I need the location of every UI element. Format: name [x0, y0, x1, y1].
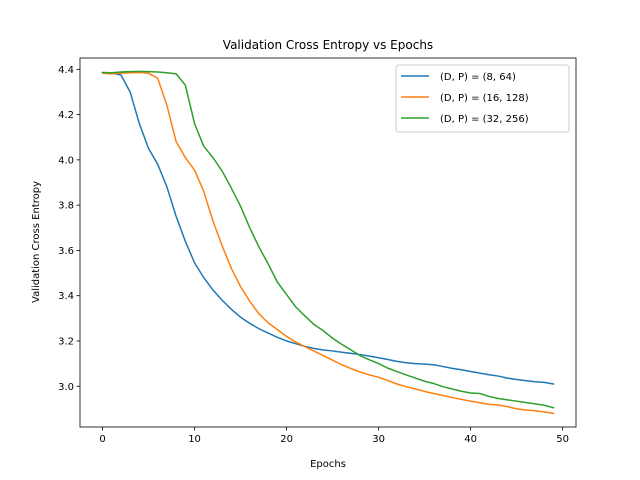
- legend-label-2: (D, P) = (16, 128): [440, 93, 529, 104]
- y-axis-label: Validation Cross Entropy: [31, 181, 42, 303]
- x-axis-ticks: 0 10 20 30 40 50: [99, 427, 569, 445]
- y-tick-label: 4.2: [58, 110, 74, 121]
- x-tick-label: 40: [464, 434, 477, 445]
- y-tick-label: 3.2: [58, 336, 74, 347]
- legend-box: [395, 64, 570, 133]
- series-line-1: [101, 71, 555, 385]
- plot-frame: [79, 57, 577, 428]
- legend-label-3: (D, P) = (32, 256): [440, 114, 529, 125]
- y-tick-label: 4.0: [58, 155, 74, 166]
- y-axis-ticks: 3.0 3.2 3.4 3.6 3.8 4.0 4.2 4.4: [58, 65, 80, 393]
- x-axis-label: Epochs: [310, 459, 346, 470]
- y-tick-label: 4.4: [58, 65, 74, 76]
- x-tick-label: 30: [372, 434, 385, 445]
- plot-lines: [101, 70, 555, 415]
- x-tick-label: 20: [280, 434, 293, 445]
- series-line-3: [101, 70, 555, 409]
- y-tick-label: 3.6: [58, 246, 74, 257]
- x-tick-label: 0: [99, 434, 105, 445]
- y-tick-label: 3.4: [58, 291, 74, 302]
- legend: (D, P) = (8, 64) (D, P) = (16, 128) (D, P)…: [395, 64, 570, 133]
- x-tick-label: 50: [556, 434, 569, 445]
- chart-title: Validation Cross Entropy vs Epochs: [223, 38, 433, 52]
- legend-label-1: (D, P) = (8, 64): [440, 72, 516, 83]
- y-tick-label: 3.0: [58, 382, 74, 393]
- y-tick-label: 3.8: [58, 201, 74, 212]
- x-tick-label: 10: [188, 434, 201, 445]
- series-line-2: [101, 71, 555, 415]
